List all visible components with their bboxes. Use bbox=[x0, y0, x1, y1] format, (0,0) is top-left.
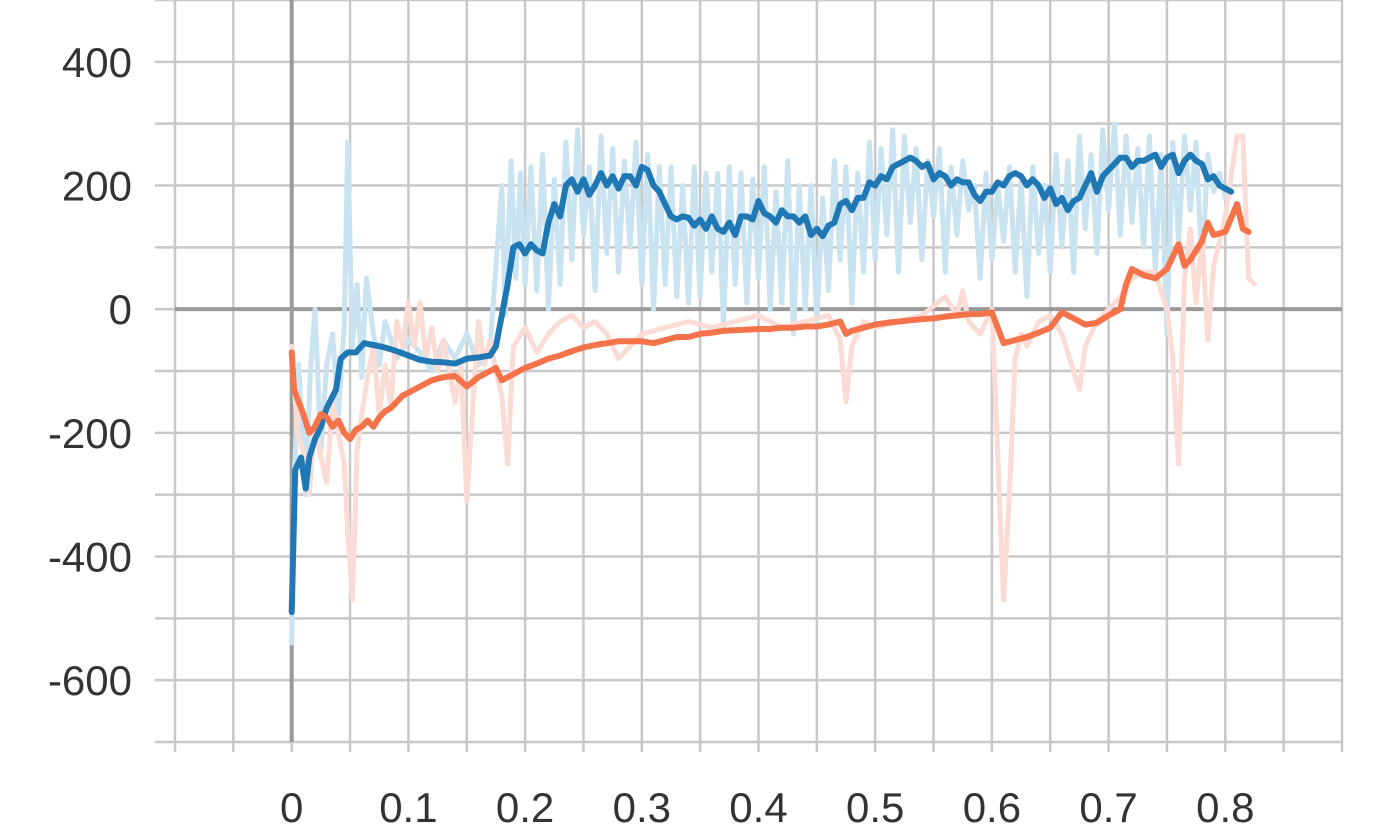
y-tick-label: -600 bbox=[48, 657, 132, 704]
x-tick-label: 0.1 bbox=[379, 784, 437, 831]
x-tick-labels: 0 0.1 0.2 0.3 0.4 0.5 0.6 0.7 0.8 bbox=[280, 784, 1254, 831]
x-tick-label: 0.2 bbox=[496, 784, 554, 831]
x-tick-label: 0.5 bbox=[846, 784, 904, 831]
x-tick-label: 0 bbox=[280, 784, 303, 831]
x-tick-label: 0.4 bbox=[729, 784, 787, 831]
y-tick-label: 0 bbox=[109, 286, 132, 333]
series-1-smoothed-line bbox=[288, 151, 1235, 616]
series-layer bbox=[288, 121, 1257, 646]
x-tick-label: 0.3 bbox=[613, 784, 671, 831]
y-tick-labels: 400 200 0 -200 -400 -600 bbox=[48, 39, 132, 704]
series-2-smoothed-line bbox=[288, 201, 1252, 442]
y-tick-label: -200 bbox=[48, 410, 132, 457]
y-tick-label: 200 bbox=[62, 163, 132, 210]
x-tick-label: 0.7 bbox=[1079, 784, 1137, 831]
y-tick-label: -400 bbox=[48, 534, 132, 581]
grid bbox=[155, 0, 1344, 752]
x-tick-label: 0.6 bbox=[963, 784, 1021, 831]
y-tick-label: 400 bbox=[62, 39, 132, 86]
x-tick-label: 0.8 bbox=[1196, 784, 1254, 831]
